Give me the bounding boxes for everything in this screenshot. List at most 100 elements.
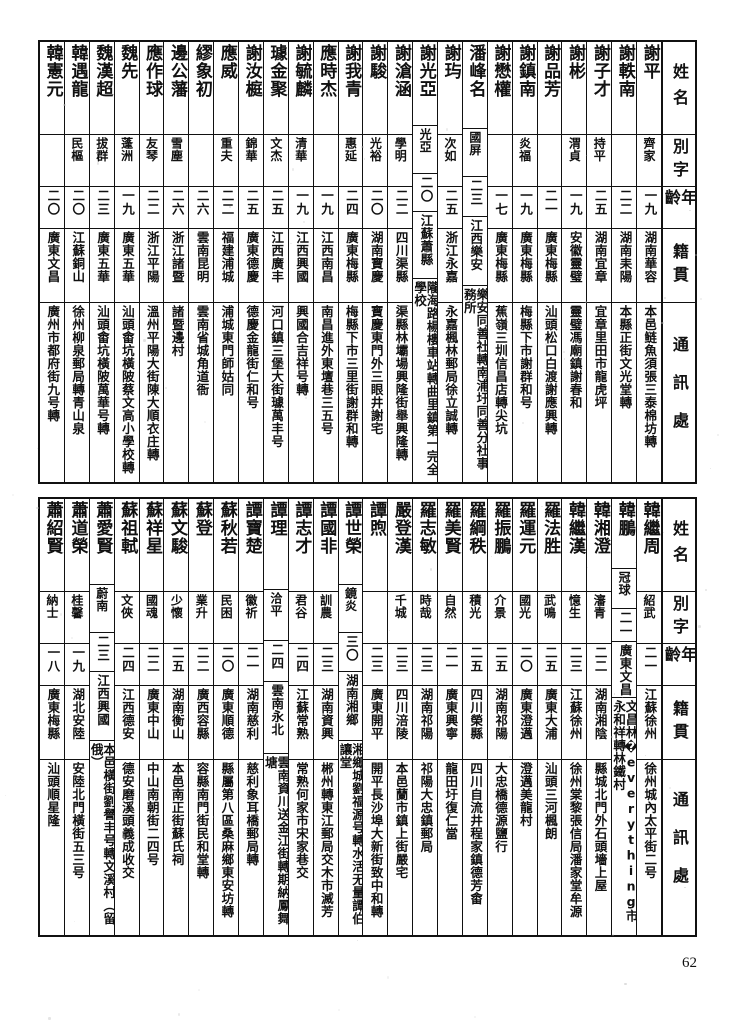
entry-address-text: 汕頭三河楓朗 <box>542 762 558 840</box>
entry-name: 謝子才 <box>587 42 611 134</box>
entry-address: 南昌進外東壇巷三五号 <box>313 302 338 482</box>
entry-alias: 千城 <box>388 591 413 643</box>
entry-address-text: 永嘉楓林郵局徐立誠轉 <box>443 305 459 435</box>
entry-age: 二二 <box>139 186 164 228</box>
roster-entry-column: 譚國非 訓農 二三 湖南資興 郴州轉東江郵局交木市滅芳 <box>312 499 338 935</box>
entry-age-text: 二二 <box>144 189 160 216</box>
entry-address-text: 德安磨溪頭義成收交 <box>119 762 135 879</box>
entry-age: 二〇 <box>40 186 64 228</box>
scan-speckle <box>717 434 720 437</box>
roster-table-bottom: 蕭紹賢 納士 一八 廣東梅縣 汕頭順星隆 蕭道榮 桂馨 一九 湖北安陸 安陸北門橫街五三号 蕭愛賢蔚… <box>38 497 697 937</box>
entry-origin-text: 江蘇常熟 <box>294 688 310 740</box>
entry-address: 四川自流井程家鎮德芳畬 <box>462 759 487 935</box>
entry-age-text: 二五 <box>542 646 558 673</box>
entry-name-text: 韓繼漢 <box>564 501 585 555</box>
entry-alias-text: 友琴 <box>144 137 159 162</box>
entry-alias-text: 雪塵 <box>169 137 184 162</box>
scan-speckle <box>709 468 712 470</box>
entry-origin-text: 廣東開平 <box>368 688 384 740</box>
roster-entry-column: 應威 重夫 二二 福建浦城 浦城東門師姑同 <box>213 42 238 482</box>
scan-speckle <box>473 1015 476 1018</box>
entry-alias-text: 時哉 <box>418 594 433 619</box>
column-header-address-text: 通訊處 <box>669 791 689 905</box>
entry-alias-text: 光裕 <box>368 137 383 162</box>
entry-name: 謝光亞 <box>413 42 437 125</box>
entry-address-text: 蕉嶺三圳信昌店轉尖坑 <box>492 305 508 435</box>
entry-origin: 湖南宜章 <box>587 228 612 302</box>
entry-alias-text: 學明 <box>393 137 408 162</box>
entry-age-text: 二三 <box>95 635 111 663</box>
entry-alias: 民困 <box>214 591 238 643</box>
entry-alias-text: 業升 <box>194 594 209 619</box>
entry-origin-text: 廣東五華 <box>119 231 135 283</box>
entry-age-text: 二六 <box>194 189 210 216</box>
entry-name-text: 羅振鵬 <box>490 501 511 555</box>
entry-name: 謝駿 <box>363 42 387 134</box>
entry-alias-text: 君谷 <box>293 594 308 619</box>
roster-entry-column: 蘇祥星 國魂 二二 廣東中山 中山南朝街二四号 <box>138 499 164 935</box>
entry-origin: 江蘇徐州 <box>562 685 587 759</box>
entry-address: 渠縣林壩場興隆街舉興隆轉 <box>388 302 413 482</box>
entry-alias-text: 清華 <box>293 137 308 162</box>
entry-origin: 江西廣丰 <box>263 228 288 302</box>
entry-age-text: 二四 <box>119 646 135 673</box>
column-header-name: 姓名 <box>663 499 695 591</box>
entry-address-text: 祁陽大忠鎮郵局 <box>418 762 434 853</box>
column-header-origin: 籍貫 <box>662 228 695 302</box>
entry-age: 一九 <box>64 643 89 685</box>
entry-name: 謝滄涵 <box>388 42 412 134</box>
entry-origin: 湖南祁陽 <box>487 685 512 759</box>
entry-alias: 惠延 <box>338 134 363 186</box>
entry-origin: 廣東文昌 <box>40 228 64 302</box>
entry-origin-text: 廣東梅縣 <box>517 231 533 283</box>
entry-alias: 拔群 <box>89 134 114 186</box>
entry-alias-text: 洽平 <box>268 591 283 617</box>
scan-speckle <box>624 982 627 986</box>
entry-origin: 四川涪陵 <box>388 685 413 759</box>
entry-age: 二五 <box>239 186 263 228</box>
entry-address-text: 靈璧馮廟鎮謝春和 <box>567 305 583 409</box>
entry-name: 韓湘澄 <box>587 499 611 591</box>
entry-name: 蘇秋若 <box>214 499 238 591</box>
entry-age-text: 二五 <box>443 189 459 216</box>
entry-name: 譚世榮 <box>339 499 363 584</box>
column-header-origin-text: 籍貫 <box>670 243 690 289</box>
entry-origin: 廣東五華 <box>89 228 114 302</box>
entry-address-text: 徐州城內太平街二号 <box>642 762 658 879</box>
entry-origin-text: 廣東梅縣 <box>343 231 359 283</box>
entry-name-text: 謝鎮南 <box>515 44 536 98</box>
entry-alias-text: 國魂 <box>144 594 159 619</box>
entry-alias: 冠球 <box>612 568 636 608</box>
roster-entry-column: 譚志才 君谷 二四 江蘇常熟 常熟何家市宋家巷交 <box>287 499 313 935</box>
entry-name: 謝汝榳 <box>239 42 263 134</box>
entry-address-text: 本邑蘭市鎮上街嚴宅 <box>393 762 409 879</box>
entry-name-text: 魏先 <box>117 44 138 80</box>
entry-origin-text: 廣東文昌 <box>45 231 61 283</box>
entry-age: 一七 <box>487 186 512 228</box>
entry-name-text: 羅美賢 <box>440 501 461 555</box>
entry-name: 蕭愛賢 <box>90 499 114 584</box>
entry-age: 二四 <box>263 639 288 681</box>
entry-alias: 文杰 <box>263 134 288 186</box>
entry-name: 韓憲元 <box>40 42 64 134</box>
entry-age: 二五 <box>587 186 612 228</box>
roster-entry-column: 謝懋權 一七 廣東梅縣 蕉嶺三圳信昌店轉尖坑 <box>486 42 512 482</box>
column-header-address-text: 通訊處 <box>669 336 689 450</box>
entry-age-text: 二二 <box>144 646 160 673</box>
entry-alias-text: 齊家 <box>642 137 657 162</box>
roster-entry-column: 韓繼周 紹武 二一 江蘇徐州 徐州城內太平街二号 <box>636 499 661 935</box>
entry-age-text: 二二 <box>617 189 633 216</box>
entry-origin-text: 湖南祁陽 <box>418 688 434 740</box>
roster-entry-column: 譚煦 二三 廣東開平 開平長沙埠大新街致中和轉 <box>362 499 388 935</box>
entry-address-text: 大忠橋德源鹽行 <box>492 762 508 853</box>
entry-address: 龍田圩復仁當 <box>438 759 462 935</box>
entry-alias: 自然 <box>438 591 462 643</box>
entry-origin: 廣東澄邁 <box>512 685 537 759</box>
entry-age-text: 二五 <box>244 189 260 216</box>
roster-table-top: 韓憲元 二〇 廣東文昌 廣州市都府街九号轉 韓遇龍 民樞 二〇 江蘇銅山 徐州柳泉郵局轉青山泉魏… <box>38 40 697 484</box>
entry-name-text: 蘇祥星 <box>142 501 163 555</box>
entry-age: 二〇 <box>363 186 388 228</box>
scan-speckle <box>198 988 200 991</box>
entry-address-text: 寶慶東門外三眼井謝宅 <box>368 305 384 435</box>
